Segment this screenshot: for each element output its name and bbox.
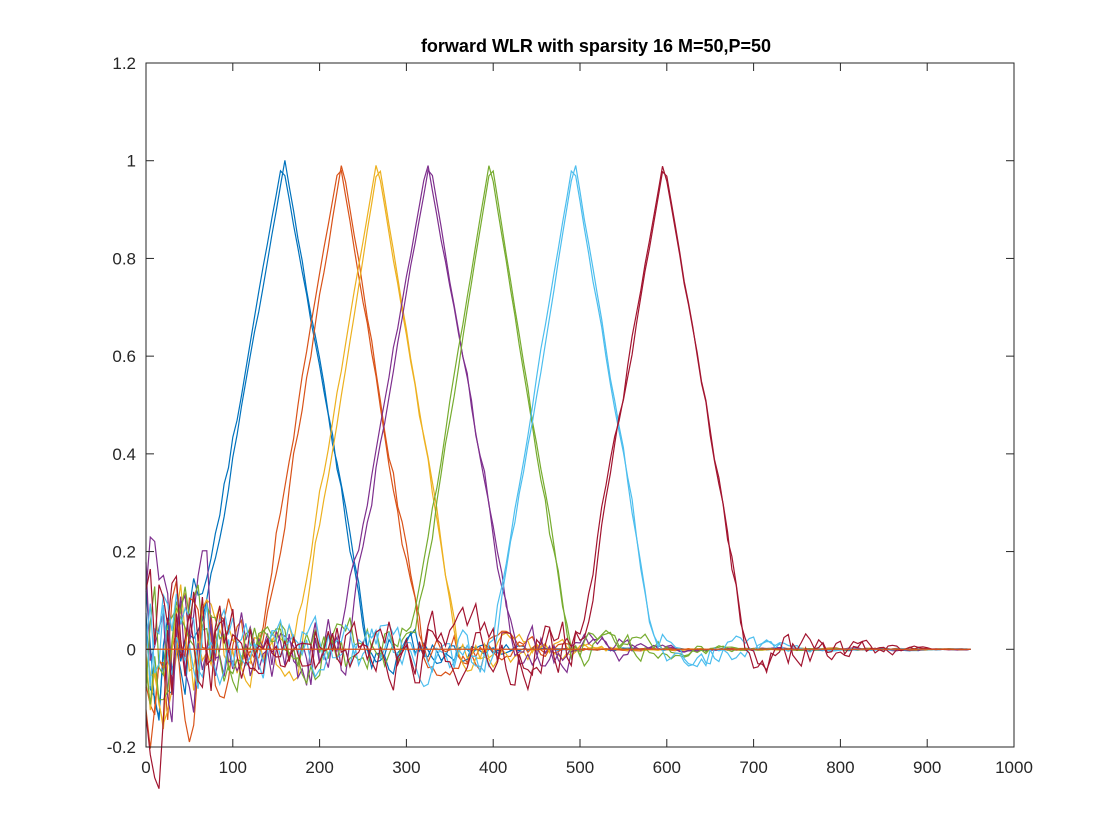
y-tick-label: 0.2: [112, 543, 136, 562]
x-tick-label: 200: [305, 758, 333, 777]
x-tick-label: 800: [826, 758, 854, 777]
chart-title: forward WLR with sparsity 16 M=50,P=50: [421, 36, 771, 56]
y-tick-label: 0: [127, 640, 136, 659]
x-tick-label: 0: [141, 758, 150, 777]
x-tick-label: 100: [219, 758, 247, 777]
y-tick-label: 0.6: [112, 347, 136, 366]
y-tick-label: 0.8: [112, 249, 136, 268]
x-tick-label: 900: [913, 758, 941, 777]
y-tick-label: -0.2: [107, 738, 136, 757]
x-tick-label: 400: [479, 758, 507, 777]
y-tick-label: 1: [127, 152, 136, 171]
series-line: [145, 165, 971, 689]
series-line: [145, 170, 971, 691]
y-tick-label: 0.4: [112, 445, 136, 464]
x-tick-label: 1000: [995, 758, 1033, 777]
x-tick-label: 700: [739, 758, 767, 777]
x-tick-label: 500: [566, 758, 594, 777]
x-tick-label: 300: [392, 758, 420, 777]
x-tick-label: 600: [653, 758, 681, 777]
y-tick-label: 1.2: [112, 54, 136, 73]
plot-lines: [145, 160, 971, 789]
axis-ticks: 0 100 200 300 400 500 600 700 800 900 1000 -0.2 0 0.2…: [107, 54, 1033, 777]
